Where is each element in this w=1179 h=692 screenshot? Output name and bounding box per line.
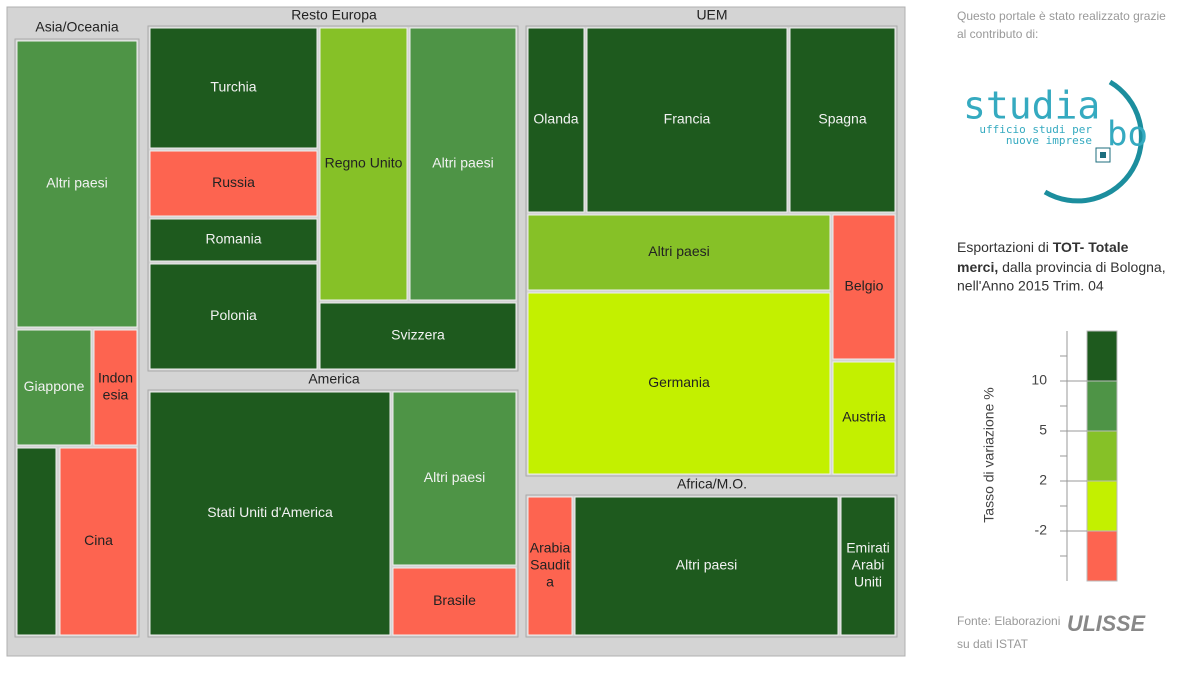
treemap-cell (392, 391, 517, 566)
logo-line: nuove imprese (1006, 134, 1092, 147)
treemap-cell (16, 329, 92, 446)
cell-label: Uniti (854, 574, 882, 590)
treemap-cell (16, 447, 57, 636)
legend-tick-label: 5 (1039, 422, 1047, 438)
source-brand: ULISSE (1067, 611, 1146, 636)
cell-label: Altri paesi (648, 243, 709, 259)
treemap-cell (574, 496, 839, 636)
treemap-cell (832, 361, 896, 475)
cell-label: Stati Uniti d'America (207, 504, 333, 520)
cell-label: Altri paesi (432, 155, 493, 171)
cell-label: Cina (84, 532, 113, 548)
description-bold: TOT- Totale (1053, 239, 1129, 255)
logo-word: studia (963, 84, 1100, 128)
description-bold: merci, (957, 259, 998, 275)
treemap-cell (16, 40, 138, 328)
treemap-cell (527, 496, 573, 636)
cell-label: Svizzera (391, 327, 445, 343)
cell-label: esia (103, 387, 129, 403)
treemap-cell (409, 27, 517, 301)
cell-label: Emirati (846, 540, 890, 556)
treemap-cell (149, 218, 318, 262)
logo-line: ufficio studi per (979, 123, 1092, 136)
legend-tick-label: -2 (1035, 522, 1048, 538)
treemap-cell (319, 27, 408, 301)
description-text: dalla provincia di Bologna, (998, 259, 1165, 275)
source-text: su dati ISTAT (957, 637, 1029, 651)
cell-label: Regno Unito (325, 155, 403, 171)
cell-label: Giappone (24, 378, 85, 394)
cell-label: Spagna (818, 111, 866, 127)
legend-tick-label: 2 (1039, 472, 1047, 488)
group-title: Resto Europa (291, 7, 377, 23)
treemap-cell (59, 447, 138, 636)
treemap-cell (149, 391, 391, 636)
description: merci, dalla provincia di Bologna, (957, 259, 1166, 275)
treemap-cell (93, 329, 138, 446)
logo-word: bo (1107, 115, 1148, 155)
legend-band (1086, 380, 1118, 432)
cell-label: Olanda (533, 111, 578, 127)
description-text: Esportazioni di (957, 239, 1053, 255)
treemap-cell (527, 27, 585, 213)
logo-box (1100, 152, 1106, 158)
credit-text: Questo portale è stato realizzato grazie (957, 9, 1166, 23)
treemap-cell (586, 27, 788, 213)
cell-label: a (546, 574, 554, 590)
cell-label: Francia (664, 111, 711, 127)
cell-label: Russia (212, 174, 255, 190)
group-title: America (308, 371, 360, 387)
treemap-cell (832, 214, 896, 360)
treemap: Asia/Oceania Altri paesi Giappone Indonesia… (14, 7, 898, 638)
treemap-cell (527, 292, 831, 475)
group-title: Africa/M.O. (677, 476, 747, 492)
legend: 10 5 2 -2 Tasso di variazione % (981, 330, 1118, 582)
description-text: nell'Anno 2015 Trim. 04 (957, 278, 1104, 294)
cell-label: Brasile (433, 592, 476, 608)
treemap-cell (840, 496, 896, 636)
group-title: UEM (696, 7, 727, 23)
treemap-cell (789, 27, 896, 213)
cell-label: Arabia (530, 540, 571, 556)
treemap-cell (149, 263, 318, 370)
logo-box (1095, 147, 1111, 163)
group-title: Asia/Oceania (35, 19, 118, 35)
treemap-cell (392, 567, 517, 636)
legend-band (1086, 480, 1118, 532)
description: Esportazioni di TOT- Totale (957, 239, 1129, 255)
cell-label: Austria (842, 409, 886, 425)
cell-label: Romania (205, 231, 261, 247)
cell-label: Germania (648, 374, 710, 390)
cell-label: Belgio (845, 278, 884, 294)
treemap-cell (149, 150, 318, 217)
legend-tick-label: 10 (1031, 372, 1047, 388)
source-text: Fonte: Elaborazioni (957, 614, 1060, 628)
logo: studia bo ufficio studi per nuove impres… (963, 79, 1148, 204)
treemap-cell (527, 214, 831, 291)
cell-label: Turchia (210, 79, 256, 95)
cell-label: Saudit (530, 557, 570, 573)
cell-label: Indon (98, 370, 133, 386)
cell-label: Polonia (210, 307, 257, 323)
cell-label: Altri paesi (424, 469, 485, 485)
cell-label: Arabi (852, 557, 885, 573)
cell-label: Altri paesi (676, 557, 737, 573)
legend-band (1086, 330, 1118, 382)
treemap-cell (149, 27, 318, 149)
credit-text: al contributo di: (957, 27, 1038, 41)
treemap-cell (319, 302, 517, 370)
legend-title: Tasso di variazione % (981, 387, 997, 522)
legend-band (1086, 530, 1118, 582)
legend-band (1086, 430, 1118, 482)
cell-label: Altri paesi (46, 175, 107, 191)
logo-arc (1043, 79, 1144, 204)
